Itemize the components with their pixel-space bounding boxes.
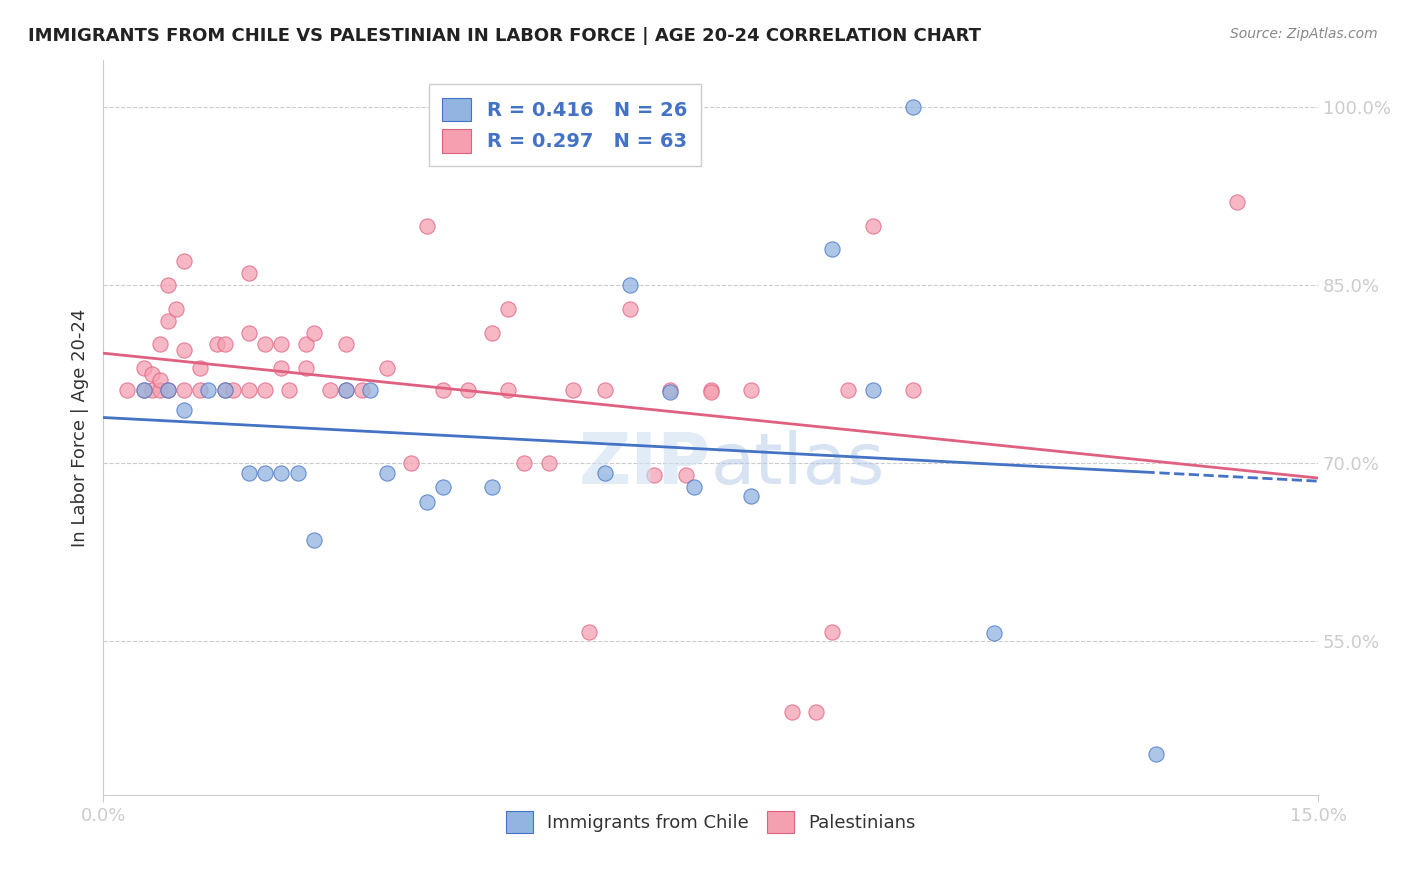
Point bbox=[375, 361, 398, 376]
Point bbox=[294, 361, 316, 376]
Point bbox=[983, 625, 1005, 640]
Point bbox=[270, 466, 292, 480]
Point bbox=[205, 337, 228, 351]
Point bbox=[335, 383, 357, 397]
Point bbox=[132, 361, 155, 376]
Point bbox=[537, 456, 560, 470]
Point bbox=[335, 383, 357, 397]
Point bbox=[675, 467, 697, 482]
Point bbox=[496, 301, 519, 316]
Point bbox=[481, 480, 503, 494]
Point bbox=[578, 624, 600, 639]
Point bbox=[619, 278, 641, 293]
Point bbox=[173, 343, 195, 358]
Point bbox=[901, 100, 924, 114]
Point bbox=[222, 383, 245, 397]
Point bbox=[457, 383, 479, 397]
Y-axis label: In Labor Force | Age 20-24: In Labor Force | Age 20-24 bbox=[72, 309, 89, 547]
Point bbox=[359, 383, 381, 397]
Point bbox=[149, 373, 172, 387]
Point bbox=[156, 278, 179, 293]
Point bbox=[432, 480, 454, 494]
Text: atlas: atlas bbox=[710, 430, 884, 499]
Point bbox=[188, 383, 211, 397]
Point bbox=[141, 367, 163, 381]
Text: IMMIGRANTS FROM CHILE VS PALESTINIAN IN LABOR FORCE | AGE 20-24 CORRELATION CHAR: IMMIGRANTS FROM CHILE VS PALESTINIAN IN … bbox=[28, 27, 981, 45]
Point bbox=[238, 383, 260, 397]
Point bbox=[132, 383, 155, 397]
Point bbox=[197, 383, 219, 397]
Point bbox=[837, 383, 859, 397]
Point bbox=[173, 254, 195, 268]
Point bbox=[149, 383, 172, 397]
Point bbox=[780, 706, 803, 720]
Point bbox=[659, 383, 682, 397]
Point bbox=[188, 361, 211, 376]
Point bbox=[1144, 747, 1167, 761]
Point bbox=[513, 456, 536, 470]
Point bbox=[862, 383, 884, 397]
Point bbox=[683, 480, 706, 494]
Point bbox=[214, 383, 236, 397]
Point bbox=[149, 337, 172, 351]
Point bbox=[901, 383, 924, 397]
Point bbox=[302, 326, 325, 340]
Text: ZIP: ZIP bbox=[578, 430, 710, 499]
Point bbox=[821, 624, 844, 639]
Text: Source: ZipAtlas.com: Source: ZipAtlas.com bbox=[1230, 27, 1378, 41]
Point bbox=[302, 533, 325, 548]
Point bbox=[141, 383, 163, 397]
Point bbox=[319, 383, 342, 397]
Point bbox=[156, 383, 179, 397]
Point bbox=[214, 383, 236, 397]
Point bbox=[416, 495, 439, 509]
Point bbox=[254, 337, 277, 351]
Point bbox=[270, 361, 292, 376]
Point bbox=[352, 383, 374, 397]
Point bbox=[278, 383, 301, 397]
Point bbox=[821, 243, 844, 257]
Point bbox=[132, 383, 155, 397]
Point bbox=[254, 466, 277, 480]
Point bbox=[1226, 194, 1249, 209]
Point bbox=[173, 402, 195, 417]
Point bbox=[481, 326, 503, 340]
Point bbox=[561, 383, 583, 397]
Point bbox=[165, 301, 187, 316]
Point bbox=[619, 301, 641, 316]
Point bbox=[416, 219, 439, 233]
Point bbox=[270, 337, 292, 351]
Point bbox=[595, 466, 617, 480]
Point bbox=[496, 383, 519, 397]
Point bbox=[254, 383, 277, 397]
Point bbox=[804, 706, 827, 720]
Point bbox=[643, 467, 665, 482]
Point bbox=[375, 466, 398, 480]
Point bbox=[699, 384, 721, 399]
Point bbox=[156, 383, 179, 397]
Point bbox=[432, 383, 454, 397]
Point bbox=[699, 383, 721, 397]
Point bbox=[117, 383, 139, 397]
Legend: Immigrants from Chile, Palestinians: Immigrants from Chile, Palestinians bbox=[494, 798, 928, 846]
Point bbox=[659, 384, 682, 399]
Point bbox=[399, 456, 422, 470]
Point bbox=[173, 383, 195, 397]
Point bbox=[238, 466, 260, 480]
Point bbox=[214, 337, 236, 351]
Point bbox=[238, 266, 260, 280]
Point bbox=[156, 314, 179, 328]
Point bbox=[740, 383, 762, 397]
Point bbox=[238, 326, 260, 340]
Point bbox=[294, 337, 316, 351]
Point bbox=[335, 337, 357, 351]
Point bbox=[595, 383, 617, 397]
Point bbox=[287, 466, 309, 480]
Point bbox=[862, 219, 884, 233]
Point bbox=[740, 489, 762, 503]
